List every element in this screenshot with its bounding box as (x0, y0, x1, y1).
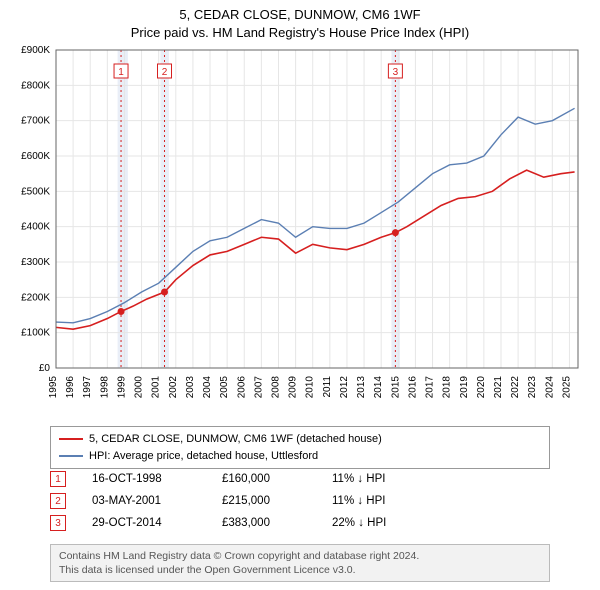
sale-price-1: £160,000 (222, 473, 332, 485)
svg-text:2021: 2021 (493, 376, 504, 399)
svg-text:2014: 2014 (373, 376, 384, 399)
sale-date-3: 29-OCT-2014 (92, 517, 222, 529)
chart: £0 £100K £200K £300K £400K £500K £600K £700K £80… (10, 44, 590, 420)
svg-text:£900K: £900K (21, 45, 50, 56)
svg-text:2001: 2001 (151, 376, 162, 399)
svg-text:2019: 2019 (459, 376, 470, 399)
sale-row-3: 3 29-OCT-2014 £383,000 22% ↓ HPI (50, 512, 452, 534)
sale-marker-2: 2 (50, 493, 66, 509)
svg-text:2008: 2008 (270, 376, 281, 399)
footer-line-2: This data is licensed under the Open Gov… (59, 563, 541, 577)
svg-text:2024: 2024 (544, 376, 555, 399)
sale-row-2: 2 03-MAY-2001 £215,000 11% ↓ HPI (50, 490, 452, 512)
legend-label-1: 5, CEDAR CLOSE, DUNMOW, CM6 1WF (detache… (89, 431, 382, 448)
svg-text:2020: 2020 (476, 376, 487, 399)
svg-text:2018: 2018 (442, 376, 453, 399)
svg-text:2002: 2002 (168, 376, 179, 399)
svg-text:1997: 1997 (82, 376, 93, 399)
sale-note-3: 22% ↓ HPI (332, 517, 452, 529)
legend-item-2: HPI: Average price, detached house, Uttl… (59, 448, 541, 465)
svg-text:£500K: £500K (21, 186, 50, 197)
sale-note-2: 11% ↓ HPI (332, 495, 452, 507)
svg-text:2009: 2009 (288, 376, 299, 399)
svg-text:2004: 2004 (202, 376, 213, 399)
title-address: 5, CEDAR CLOSE, DUNMOW, CM6 1WF (0, 6, 600, 24)
svg-text:£100K: £100K (21, 328, 50, 339)
sales-table: 1 16-OCT-1998 £160,000 11% ↓ HPI 2 03-MA… (50, 468, 452, 534)
sale-note-1: 11% ↓ HPI (332, 473, 452, 485)
legend-item-1: 5, CEDAR CLOSE, DUNMOW, CM6 1WF (detache… (59, 431, 541, 448)
svg-text:£600K: £600K (21, 151, 50, 162)
svg-text:2022: 2022 (510, 376, 521, 399)
sale-date-2: 03-MAY-2001 (92, 495, 222, 507)
chart-svg: £0 £100K £200K £300K £400K £500K £600K £700K £80… (10, 44, 590, 420)
svg-text:2000: 2000 (134, 376, 145, 399)
svg-text:£700K: £700K (21, 116, 50, 127)
svg-text:2012: 2012 (339, 376, 350, 399)
svg-text:2010: 2010 (305, 376, 316, 399)
svg-text:2015: 2015 (390, 376, 401, 399)
sale-date-1: 16-OCT-1998 (92, 473, 222, 485)
svg-text:2017: 2017 (425, 376, 436, 399)
svg-text:2: 2 (162, 67, 168, 78)
sale-price-3: £383,000 (222, 517, 332, 529)
legend-label-2: HPI: Average price, detached house, Uttl… (89, 448, 318, 465)
svg-text:2003: 2003 (185, 376, 196, 399)
sale-price-2: £215,000 (222, 495, 332, 507)
legend-swatch-2 (59, 455, 83, 457)
sale-row-1: 1 16-OCT-1998 £160,000 11% ↓ HPI (50, 468, 452, 490)
svg-text:£0: £0 (39, 363, 51, 374)
sale-marker-3: 3 (50, 515, 66, 531)
svg-text:£300K: £300K (21, 257, 50, 268)
svg-text:£800K: £800K (21, 80, 50, 91)
svg-text:1996: 1996 (65, 376, 76, 399)
svg-text:1999: 1999 (116, 376, 127, 399)
svg-text:1995: 1995 (48, 376, 59, 399)
legend: 5, CEDAR CLOSE, DUNMOW, CM6 1WF (detache… (50, 426, 550, 469)
svg-text:2005: 2005 (219, 376, 230, 399)
svg-text:2016: 2016 (407, 376, 418, 399)
svg-text:2007: 2007 (253, 376, 264, 399)
sale-marker-1: 1 (50, 471, 66, 487)
svg-text:2023: 2023 (527, 376, 538, 399)
footer-line-1: Contains HM Land Registry data © Crown c… (59, 549, 541, 563)
svg-text:£400K: £400K (21, 222, 50, 233)
chart-container: 5, CEDAR CLOSE, DUNMOW, CM6 1WF Price pa… (0, 0, 600, 590)
svg-text:2011: 2011 (322, 376, 333, 398)
svg-text:1998: 1998 (99, 376, 110, 399)
footer: Contains HM Land Registry data © Crown c… (50, 544, 550, 582)
title-block: 5, CEDAR CLOSE, DUNMOW, CM6 1WF Price pa… (0, 0, 600, 41)
svg-text:2025: 2025 (561, 376, 572, 399)
svg-text:£200K: £200K (21, 292, 50, 303)
svg-text:2013: 2013 (356, 376, 367, 399)
legend-swatch-1 (59, 438, 83, 440)
svg-text:2006: 2006 (236, 376, 247, 399)
svg-text:1: 1 (118, 67, 124, 78)
svg-text:3: 3 (393, 67, 399, 78)
title-subtitle: Price paid vs. HM Land Registry's House … (0, 24, 600, 42)
